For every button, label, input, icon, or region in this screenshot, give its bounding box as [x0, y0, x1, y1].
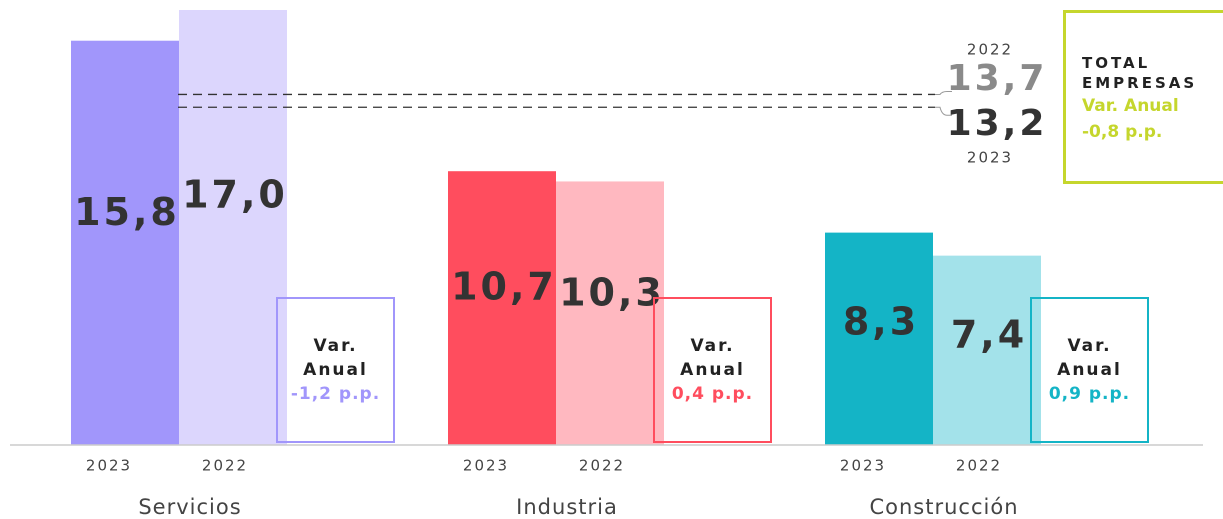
variation-label: Var. Anual: [1057, 336, 1122, 380]
year-label: 2022: [579, 457, 625, 475]
total-value: 13,7: [947, 58, 1048, 99]
bracket: [935, 90, 952, 95]
year-label: 2023: [86, 457, 132, 475]
total-year: 2023: [967, 149, 1013, 167]
variation-box: Var. Anual 0,4 p.p.: [653, 297, 772, 443]
category-label: Servicios: [138, 495, 241, 519]
variation-box: Var. Anual 0,9 p.p.: [1030, 297, 1149, 443]
bar: [556, 181, 664, 446]
bar: [71, 40, 179, 446]
variation-value: -1,2 p.p.: [290, 384, 381, 404]
total-variation-label: Var. Anual: [1082, 96, 1179, 116]
bar-value-label: 10,3: [559, 270, 665, 314]
variation-box: Var. Anual -1,2 p.p.: [276, 297, 395, 443]
year-label: 2022: [202, 457, 248, 475]
bar-value-label: 10,7: [451, 264, 557, 308]
year-label: 2023: [840, 457, 886, 475]
total-variation: -0,8 p.p.: [1082, 122, 1163, 142]
year-label: 2023: [463, 457, 509, 475]
bar-value-label: 15,8: [74, 190, 180, 234]
variation-label: Var. Anual: [303, 336, 368, 380]
bracket: [935, 106, 952, 116]
bar-value-label: 17,0: [182, 173, 288, 217]
variation-value: 0,9 p.p.: [1048, 384, 1131, 404]
bar: [448, 171, 556, 446]
variation-value: 0,4 p.p.: [671, 384, 754, 404]
bar: [933, 255, 1041, 445]
bar: [179, 10, 287, 445]
bar: [825, 232, 933, 445]
total-year: 2022: [967, 41, 1013, 59]
year-label: 2022: [956, 457, 1002, 475]
total-box: TOTAL EMPRESAS Var. Anual -0,8 p.p.: [1063, 10, 1223, 184]
category-label: Industria: [516, 495, 618, 519]
total-title: TOTAL EMPRESAS: [1082, 54, 1198, 92]
variation-label: Var. Anual: [680, 336, 745, 380]
total-value: 13,2: [947, 103, 1048, 144]
bar-value-label: 7,4: [951, 313, 1027, 357]
bar-value-label: 8,3: [843, 299, 919, 343]
category-label: Construcción: [869, 495, 1018, 519]
